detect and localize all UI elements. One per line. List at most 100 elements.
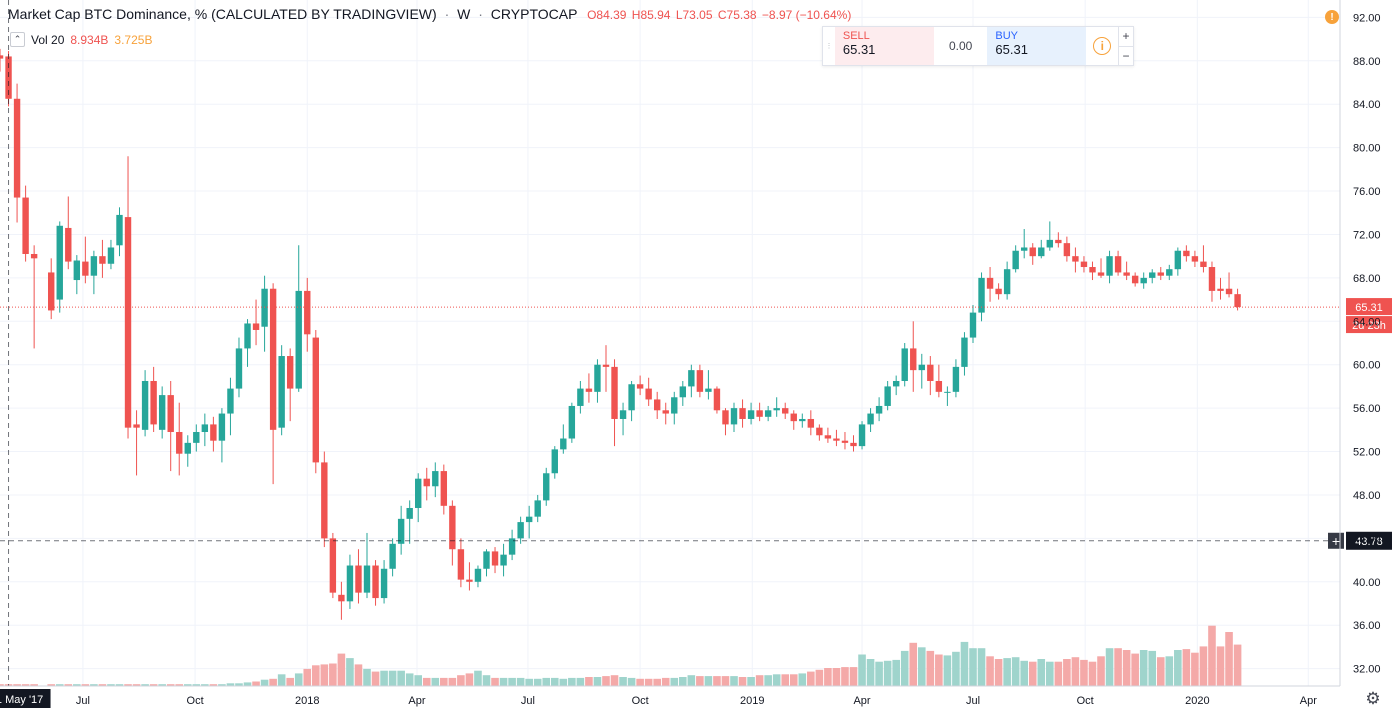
volume-bar <box>1233 644 1242 686</box>
volume-bar <box>329 663 337 686</box>
candle-body <box>688 370 695 387</box>
crosshair-date-tag <box>0 689 51 708</box>
volume-bar <box>593 677 602 686</box>
alert-icon[interactable]: ! <box>1325 10 1339 24</box>
volume-bar <box>124 684 132 686</box>
candle-body <box>534 500 541 517</box>
drag-handle-icon[interactable]: ⋮ <box>825 43 833 50</box>
volume-bar <box>687 675 696 686</box>
interval-label[interactable]: W <box>457 6 471 22</box>
candle-body <box>961 337 968 367</box>
volume-bar <box>371 671 380 686</box>
trade-widget: ⋮ SELL 65.31 0.00 BUY 65.31 i + − <box>822 26 1134 66</box>
exchange-label: CRYPTOCAP <box>490 6 578 22</box>
buy-button[interactable]: BUY 65.31 <box>987 27 1087 65</box>
candle-body <box>500 554 507 566</box>
volume-bar <box>55 684 64 686</box>
symbol-title[interactable]: Market Cap BTC Dominance, % (CALCULATED … <box>8 6 437 22</box>
last-price-label: 65.31 <box>1355 302 1383 314</box>
candle-body <box>491 551 499 566</box>
candle-body <box>30 253 38 259</box>
volume-bar <box>414 675 423 686</box>
candle-body <box>858 424 866 447</box>
candle-body <box>944 391 951 393</box>
volume-bar <box>166 684 175 686</box>
volume-bar <box>1199 646 1208 686</box>
candle-body <box>1046 239 1054 248</box>
volume-bar <box>73 684 81 686</box>
candle-body <box>739 408 746 419</box>
time-tick-label: 2018 <box>295 695 319 707</box>
candle-body <box>611 366 618 419</box>
candle-body <box>1114 256 1122 273</box>
candle-body <box>457 549 465 580</box>
candle-body <box>261 288 268 327</box>
volume-bar <box>81 684 90 686</box>
time-tick-label: Jul <box>76 695 90 707</box>
volume-ma-value: 3.725B <box>114 32 153 47</box>
time-tick-label: Oct <box>187 695 204 707</box>
candle-body <box>508 538 516 555</box>
candle-body <box>884 386 891 406</box>
open-value: O84.39 <box>587 8 627 22</box>
candle-body <box>1166 269 1173 276</box>
volume-bar <box>610 675 619 686</box>
volume-bar <box>1208 625 1216 686</box>
volume-bar <box>875 661 883 686</box>
candle-body <box>568 405 576 439</box>
volume-bar <box>1114 648 1122 686</box>
gear-icon[interactable]: ⚙ <box>1365 689 1381 708</box>
volume-bar <box>1088 661 1097 686</box>
candle-body <box>466 579 473 582</box>
candle-body <box>1157 272 1164 276</box>
volume-bar <box>132 684 141 686</box>
price-axis[interactable]: 92.00 88.00 84.00 80.00 76.00 72.00 68.00 64.00… <box>1339 0 1381 686</box>
time-axis[interactable]: Jul Oct 2018 Apr Jul Oct 2019 Apr Jul Oct 2020 Apr <box>0 685 1340 707</box>
plus-icon[interactable]: + <box>1119 27 1133 47</box>
candle-body <box>969 312 977 338</box>
candle-body <box>841 440 849 443</box>
price-tick-label: 92.00 <box>1353 12 1381 24</box>
candle-body <box>380 568 388 599</box>
price-tick-label: 88.00 <box>1353 56 1381 68</box>
candle-body <box>312 337 319 463</box>
price-tick-label: 80.00 <box>1353 143 1381 155</box>
candle-body <box>90 256 98 276</box>
volume-bar <box>346 658 354 686</box>
candle-body <box>790 413 797 422</box>
volume-bar <box>508 677 516 686</box>
volume-bar <box>380 670 388 686</box>
minus-icon[interactable]: − <box>1122 48 1130 63</box>
bar-countdown-tag <box>1346 316 1392 334</box>
candle-body <box>1003 269 1011 295</box>
candle-body <box>1072 256 1079 262</box>
collapse-legend-icon[interactable]: ⌃ <box>10 32 25 47</box>
volume-bar <box>491 677 499 686</box>
volume-bar <box>866 659 875 686</box>
candle-body <box>48 272 55 311</box>
volume-bar <box>917 647 926 686</box>
volume-bar <box>713 676 721 686</box>
bar-countdown-label: 2d 23h <box>1352 320 1386 332</box>
volume-bar <box>0 684 4 686</box>
info-button[interactable]: i <box>1086 27 1118 65</box>
volume-bar <box>64 684 73 686</box>
volume-bar <box>277 674 286 686</box>
volume-bar <box>602 676 610 686</box>
candle-body <box>201 424 209 433</box>
candle-body <box>1174 250 1182 270</box>
candle-body <box>415 478 422 508</box>
volume-bar <box>440 677 448 686</box>
volume-bar <box>431 677 440 686</box>
sell-label: SELL <box>842 30 870 42</box>
volume-bar <box>235 683 243 686</box>
candle-body <box>875 405 883 414</box>
candle-body <box>892 380 900 387</box>
volume-bar <box>183 684 192 686</box>
volume-bar <box>226 683 235 686</box>
volume-label[interactable]: Vol 20 <box>31 32 65 47</box>
volume-value: 8.934B <box>70 32 109 47</box>
sell-button[interactable]: SELL 65.31 <box>834 27 934 65</box>
